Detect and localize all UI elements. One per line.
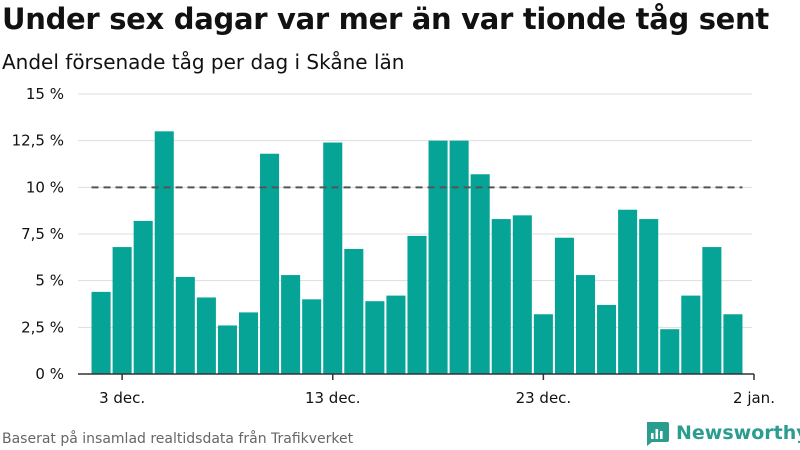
newsworthy-logo-icon: [647, 422, 669, 446]
x-tick-label: 13 dec.: [305, 389, 361, 407]
bar: [154, 131, 174, 374]
bar: [639, 219, 659, 374]
bar: [618, 209, 638, 374]
bars: [91, 131, 743, 374]
bar: [196, 297, 216, 374]
bar: [407, 235, 427, 374]
bar: [217, 325, 237, 374]
chart-subtitle: Andel försenade tåg per dag i Skåne län: [2, 50, 405, 74]
bar: [133, 220, 153, 374]
bar: [597, 304, 617, 374]
x-tick-label: 2 jan.: [733, 389, 775, 407]
bar: [386, 295, 406, 374]
chart-title: Under sex dagar var mer än var tionde tå…: [2, 2, 769, 36]
bar: [470, 174, 490, 374]
bar: [323, 142, 343, 374]
bar: [533, 314, 553, 374]
newsworthy-logo-text: Newsworthy: [676, 422, 800, 444]
bar: [491, 219, 511, 374]
bar: [449, 140, 469, 374]
x-tick-label: 3 dec.: [99, 389, 145, 407]
bar: [554, 237, 574, 374]
bar: [681, 295, 701, 374]
bar: [91, 291, 111, 374]
y-tick-label: 0 %: [35, 365, 64, 383]
bar: [575, 275, 596, 374]
y-tick-label: 2,5 %: [21, 318, 64, 336]
bar: [112, 247, 132, 374]
y-tick-label: 10 %: [26, 178, 64, 196]
bar: [365, 301, 385, 374]
y-tick-label: 7,5 %: [21, 225, 64, 243]
bar: [512, 215, 532, 374]
bar: [344, 248, 364, 374]
x-axis: 3 dec. 13 dec. 23 dec. 2 jan.: [78, 373, 775, 407]
y-tick-label: 12,5 %: [12, 132, 64, 150]
x-tick-label: 23 dec.: [516, 389, 572, 407]
newsworthy-logo: Newsworthy: [644, 420, 800, 446]
y-axis-labels: 0 % 2,5 % 5 % 7,5 % 10 % 12,5 % 15 %: [12, 85, 64, 383]
bar: [260, 153, 280, 374]
bar: [238, 312, 259, 374]
bar: [702, 247, 722, 374]
bar: [660, 329, 680, 374]
bar: [302, 299, 322, 374]
y-tick-label: 5 %: [35, 272, 64, 290]
bar: [281, 275, 301, 374]
bar: [723, 314, 743, 374]
source-note: Baserat på insamlad realtidsdata från Tr…: [2, 431, 354, 447]
bar: [175, 276, 195, 374]
bar: [428, 140, 448, 374]
y-tick-label: 15 %: [26, 85, 64, 103]
